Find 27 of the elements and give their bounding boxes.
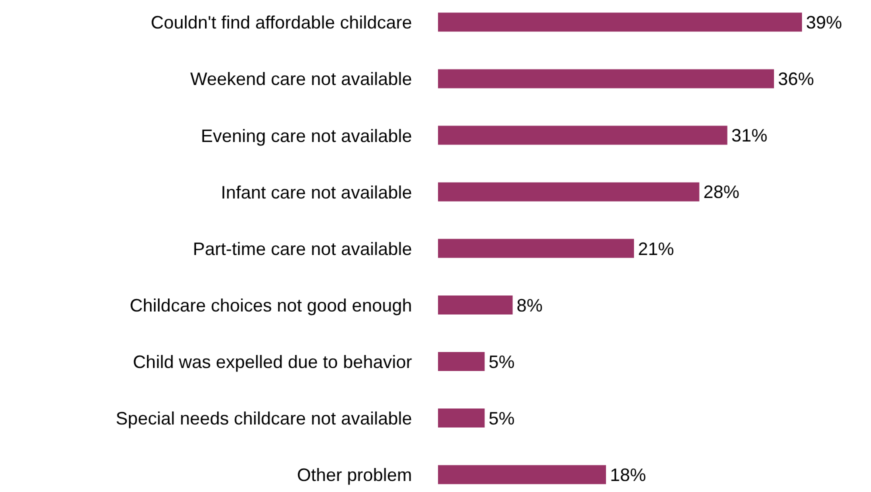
data-label: 5% [488, 408, 515, 428]
bar [438, 408, 485, 428]
data-label: 39% [806, 12, 842, 33]
y-tick-label: Weekend care not available [190, 69, 412, 90]
y-tick-label: Infant care not available [220, 182, 412, 202]
bar [438, 295, 513, 314]
data-label: 28% [703, 182, 740, 202]
bar [438, 465, 606, 484]
data-label: 18% [610, 465, 646, 485]
y-tick-label: Part-time care not available [192, 238, 412, 259]
data-label: 21% [638, 238, 674, 259]
bar [438, 238, 634, 258]
data-label: 31% [731, 126, 768, 146]
bar [438, 352, 485, 371]
y-tick-label: Special needs childcare not available [116, 408, 412, 429]
bar [438, 69, 774, 88]
bar [438, 126, 728, 145]
y-tick-label: Couldn't find affordable childcare [150, 12, 412, 33]
y-tick-label: Child was expelled due to behavior [132, 352, 412, 372]
data-label: 5% [488, 352, 515, 372]
bar [438, 12, 802, 32]
y-tick-label: Childcare choices not good enough [130, 295, 412, 316]
y-tick-label: Evening care not available [200, 126, 412, 146]
y-tick-label: Other problem [296, 465, 412, 486]
bar [438, 182, 700, 202]
data-label: 36% [778, 69, 814, 90]
data-label: 8% [516, 295, 543, 316]
